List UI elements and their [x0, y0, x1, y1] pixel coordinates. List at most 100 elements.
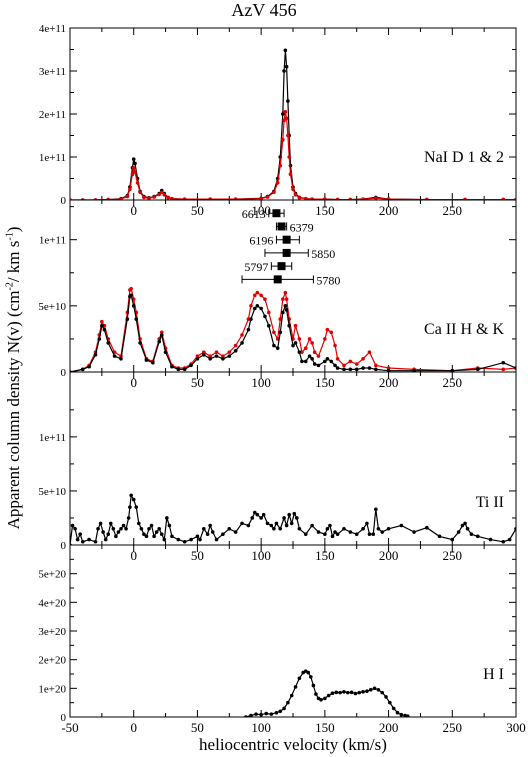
series-0 [70, 286, 516, 372]
data-point [240, 333, 244, 337]
data-point [312, 362, 317, 366]
data-point [233, 343, 238, 348]
data-point [316, 363, 321, 368]
y-tick-label: 5e+10 [38, 301, 66, 313]
data-point [405, 714, 410, 717]
x-tick-label: 150 [315, 203, 335, 218]
data-point [326, 693, 331, 698]
data-point [227, 350, 232, 354]
data-point [162, 193, 167, 197]
data-point [272, 526, 276, 531]
data-point [227, 526, 232, 531]
data-point [221, 354, 225, 358]
data-point [288, 172, 293, 176]
data-point [176, 537, 181, 542]
data-point [202, 353, 206, 357]
data-point [293, 193, 298, 197]
data-point [329, 359, 334, 364]
data-point [75, 537, 80, 542]
data-point [259, 293, 263, 298]
data-point [272, 190, 276, 195]
data-point [475, 367, 480, 372]
data-point [300, 359, 304, 364]
data-point [269, 523, 274, 528]
data-point [182, 197, 187, 200]
data-point [80, 367, 85, 372]
data-point [282, 69, 286, 73]
data-point [259, 712, 263, 717]
data-point [278, 330, 283, 335]
data-point [281, 138, 285, 142]
data-point [102, 327, 107, 332]
data-point [348, 530, 353, 534]
data-point [338, 690, 342, 695]
data-point [323, 532, 327, 536]
data-point [384, 695, 388, 699]
data-point [255, 290, 260, 295]
data-point [437, 534, 442, 539]
series-0 [70, 493, 516, 545]
data-point [386, 197, 391, 200]
data-point [374, 367, 378, 372]
data-point [319, 698, 323, 702]
data-point [96, 526, 100, 531]
y-tick-label: 5e+20 [38, 569, 66, 581]
data-point [348, 359, 353, 364]
data-point [297, 196, 302, 200]
y-tick-label: 1e+11 [39, 235, 66, 247]
data-point [73, 526, 77, 531]
data-point [151, 360, 155, 365]
data-point [450, 537, 455, 542]
data-point [361, 526, 365, 531]
data-point [266, 310, 271, 315]
y-tick-label: 2e+11 [39, 109, 66, 121]
panel-2: 0 5e+10 1e+11 0 50 100 150 200 250 Ti II [38, 371, 517, 563]
data-point [121, 523, 126, 528]
dib-square [277, 222, 286, 231]
series-line [70, 493, 516, 545]
x-tick-label: 250 [443, 548, 463, 563]
data-point [333, 530, 337, 534]
data-point [303, 346, 308, 350]
data-point [335, 532, 340, 536]
data-point [372, 686, 377, 691]
data-point [325, 356, 330, 361]
data-point [138, 341, 142, 345]
data-point [330, 534, 335, 539]
data-point [246, 523, 251, 528]
data-point [154, 530, 159, 534]
data-point [249, 317, 253, 321]
x-tick-label: 100 [251, 203, 271, 218]
dib-square [272, 209, 281, 218]
data-point [182, 539, 187, 544]
x-tick-label: 200 [379, 203, 399, 218]
data-point [208, 523, 212, 528]
data-point [246, 327, 251, 332]
data-point [135, 181, 140, 185]
x-tick-label: 150 [315, 375, 335, 390]
data-point [283, 110, 288, 114]
data-point [361, 356, 365, 361]
data-point [124, 526, 128, 531]
data-point [195, 534, 200, 539]
x-tick-label: 50 [191, 203, 204, 218]
data-point [255, 304, 260, 308]
data-point [278, 163, 283, 168]
data-point [131, 165, 136, 170]
data-point [303, 359, 308, 364]
data-point [261, 512, 266, 517]
data-point [278, 526, 283, 531]
panel-label: H I [483, 666, 504, 683]
data-point [269, 712, 274, 716]
data-point [365, 521, 369, 526]
x-tick-label: 0 [130, 375, 137, 390]
data-point [281, 310, 285, 315]
data-point [303, 196, 308, 200]
data-point [70, 523, 75, 528]
data-point [386, 526, 391, 531]
data-point [195, 356, 200, 361]
dib-square [273, 275, 282, 284]
data-point [265, 195, 270, 199]
data-point [221, 532, 225, 536]
